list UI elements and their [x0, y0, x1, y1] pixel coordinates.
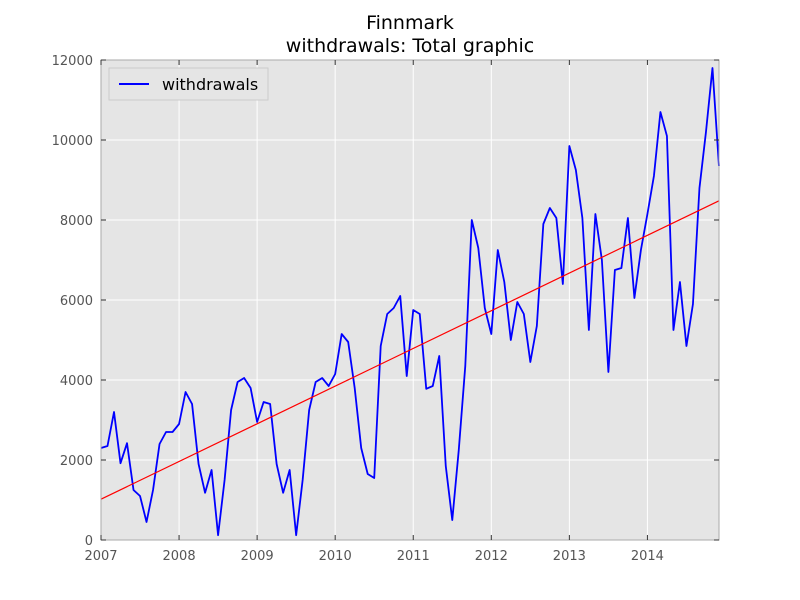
y-tick-label: 2000 [60, 454, 93, 469]
x-tick-label: 2014 [631, 549, 664, 564]
legend: withdrawals [108, 67, 269, 101]
y-tick-label: 6000 [60, 294, 93, 309]
chart-subtitle: withdrawals: Total graphic [285, 35, 535, 57]
y-tick-label: 12000 [52, 54, 93, 69]
chart-title: Finnmark [366, 12, 454, 34]
y-tick-label: 10000 [52, 134, 93, 149]
y-tick-label: 4000 [60, 374, 93, 389]
x-tick-label: 2009 [241, 549, 274, 564]
series-line-withdrawals [100, 67, 720, 537]
x-tick-label: 2011 [397, 549, 430, 564]
x-tick-label: 2008 [163, 549, 196, 564]
legend-label: withdrawals [162, 75, 258, 94]
trend-line [100, 200, 720, 500]
x-tick-label: 2010 [319, 549, 352, 564]
grid-layer [100, 59, 719, 541]
x-tick-label: 2012 [475, 549, 508, 564]
series-layer [100, 67, 720, 537]
y-tick-label: 8000 [60, 214, 93, 229]
tick-layer: 2007 2008 2009 2010 2011 2012 2013 2014 0 2000 400… [52, 54, 719, 564]
y-tick-label: 0 [85, 534, 93, 549]
x-tick-label: 2013 [553, 549, 586, 564]
x-tick-label: 2007 [84, 549, 117, 564]
